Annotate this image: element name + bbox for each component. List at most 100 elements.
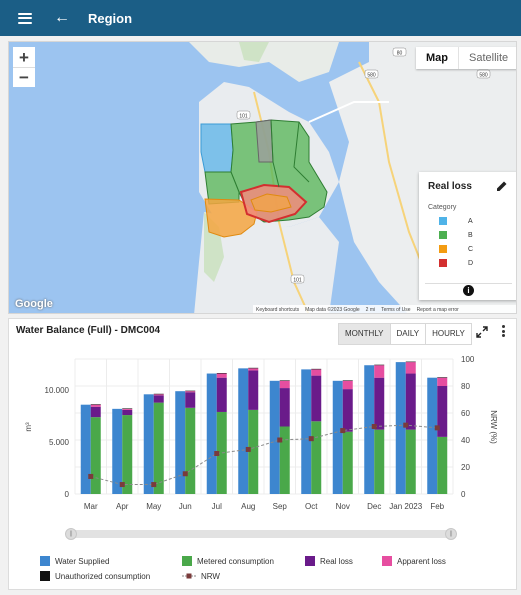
bar-real-loss	[216, 377, 227, 412]
legend-unauthorized-consumption[interactable]: Unauthorized consumption	[40, 571, 150, 581]
x-tick-label: Mar	[84, 502, 98, 511]
report-error-link[interactable]: Report a map error	[416, 306, 459, 313]
highway-shield-580-east: 580	[476, 69, 491, 79]
range-slider-handle-end[interactable]: ||	[445, 528, 457, 540]
nrw-point	[308, 436, 314, 442]
region-grey[interactable]	[255, 119, 274, 163]
bar-apparent-loss	[311, 369, 322, 376]
back-arrow-icon[interactable]: ←	[54, 9, 70, 26]
highway-shield-101: 101	[236, 110, 251, 120]
bar-apparent-loss	[185, 391, 196, 393]
x-tick-label: Dec	[367, 502, 381, 511]
toggle-daily[interactable]: DAILY	[389, 324, 426, 344]
water-balance-panel: Water Balance (Full) - DMC004 MONTHLY DA…	[8, 318, 517, 590]
water-balance-chart: 0 5.000 10.000 0 20 40 60 80 100 m³ NRW (%) Mar Apr M…	[24, 355, 498, 511]
y-tick-label: 10.000	[45, 386, 70, 395]
legend-label-b: B	[468, 231, 473, 239]
page-title: Region	[88, 10, 133, 26]
bar-unauthorized-consumption	[90, 404, 101, 405]
pencil-icon[interactable]	[496, 180, 508, 192]
legend-label: Metered consumption	[197, 556, 274, 566]
y2-tick-label: 100	[461, 355, 475, 364]
legend-metered-consumption[interactable]: Metered consumption	[182, 556, 274, 566]
bar-metered-consumption	[248, 409, 259, 494]
legend-swatch	[40, 571, 50, 581]
map-type-map-button[interactable]: Map	[416, 47, 459, 69]
nrw-point	[277, 437, 283, 443]
region-a[interactable]	[200, 123, 234, 173]
bar-unauthorized-consumption	[374, 364, 385, 366]
legend-label: Unauthorized consumption	[55, 571, 151, 581]
bar-metered-consumption	[374, 429, 385, 494]
range-slider-handle-start[interactable]: ||	[65, 528, 77, 540]
bar-unauthorized-consumption	[122, 408, 133, 409]
bar-apparent-loss	[122, 408, 133, 410]
legend-swatch	[305, 556, 315, 566]
bar-apparent-loss	[216, 373, 227, 378]
legend-label: Apparent loss	[397, 556, 446, 566]
nrw-point	[434, 425, 440, 431]
nrw-point	[340, 428, 346, 434]
bar-water-supplied	[269, 380, 280, 494]
y2-tick-label: 20	[461, 463, 470, 472]
legend-item-a: A	[439, 216, 473, 226]
bar-water-supplied	[112, 408, 123, 494]
legend-apparent-loss[interactable]: Apparent loss	[382, 556, 446, 566]
nrw-point	[151, 482, 157, 488]
legend-nrw[interactable]: NRW	[182, 571, 220, 581]
legend-swatch-d	[439, 259, 447, 267]
map-data-text: Map data ©2023 Google	[305, 306, 360, 313]
bar-metered-consumption	[437, 436, 448, 494]
terms-link[interactable]: Terms of Use	[381, 306, 411, 313]
zoom-in-button[interactable]: +	[13, 47, 35, 67]
range-slider-track[interactable]	[71, 530, 451, 538]
toggle-hourly[interactable]: HOURLY	[425, 324, 471, 344]
bar-water-supplied	[332, 380, 343, 494]
x-tick-label: Aug	[241, 502, 255, 511]
map[interactable]: 101 101 580 80 580 + − Map Satellite Goo…	[8, 41, 517, 314]
more-vert-icon[interactable]	[500, 325, 506, 337]
y-tick-label: 5.000	[49, 438, 70, 447]
x-tick-label: May	[146, 502, 161, 511]
x-tick-label: Jan 2023	[389, 502, 422, 511]
bar-unauthorized-consumption	[153, 393, 164, 395]
range-slider[interactable]: || ||	[65, 528, 457, 540]
x-tick-label: Sep	[273, 502, 288, 511]
bar-real-loss	[342, 389, 353, 432]
region-c[interactable]	[204, 198, 258, 238]
legend-swatch	[382, 556, 392, 566]
info-icon[interactable]: i	[463, 285, 474, 296]
bar-unauthorized-consumption	[185, 390, 196, 392]
legend-category-label: Category	[428, 204, 457, 211]
bar-real-loss	[311, 375, 322, 422]
svg-text:580: 580	[367, 73, 376, 79]
zoom-out-button[interactable]: −	[13, 67, 35, 87]
legend-title: Real loss	[428, 181, 472, 192]
zoom-controls: + −	[13, 47, 35, 87]
toggle-monthly[interactable]: MONTHLY	[339, 324, 390, 344]
region-c-inner[interactable]	[250, 193, 292, 213]
bar-water-supplied	[364, 365, 375, 494]
keyboard-shortcuts-link[interactable]: Keyboard shortcuts	[256, 306, 300, 313]
legend-swatch-c	[439, 245, 447, 253]
expand-icon[interactable]	[476, 326, 488, 338]
bar-apparent-loss	[90, 404, 101, 407]
nrw-point	[119, 482, 125, 488]
menu-icon[interactable]	[18, 12, 32, 24]
map-type-satellite-button[interactable]: Satellite	[469, 52, 509, 64]
highway-shield-80: 80	[392, 47, 407, 57]
legend-water-supplied[interactable]: Water Supplied	[40, 556, 109, 566]
bar-unauthorized-consumption	[405, 361, 416, 363]
bar-apparent-loss	[437, 377, 448, 386]
bar-water-supplied	[206, 373, 217, 494]
y2-tick-label: 80	[461, 382, 470, 391]
region-borders	[270, 119, 310, 188]
legend-real-loss[interactable]: Real loss	[305, 556, 353, 566]
nrw-point	[88, 473, 94, 479]
bar-apparent-loss	[153, 394, 164, 396]
bar-metered-consumption	[279, 426, 290, 494]
bar-unauthorized-consumption	[216, 373, 227, 374]
highway-880	[358, 61, 430, 283]
bar-metered-consumption	[153, 402, 164, 494]
nrw-point	[371, 424, 377, 429]
